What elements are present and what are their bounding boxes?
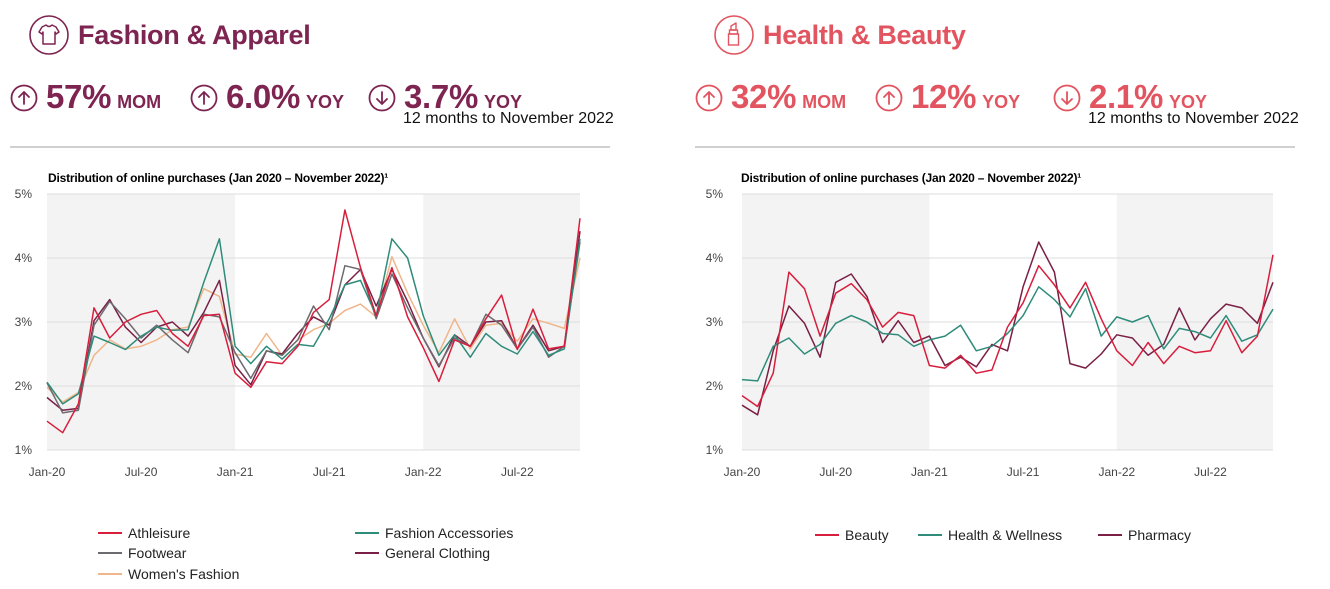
lipstick-icon xyxy=(714,15,754,55)
legend-swatch xyxy=(815,534,839,536)
series-line-women-s-fashion xyxy=(46,255,581,403)
y-tick-label: 2% xyxy=(706,379,724,393)
kpi-unit: YOY xyxy=(306,92,345,112)
arrow-up-circle-icon xyxy=(10,84,38,112)
series-line-beauty xyxy=(741,254,1274,408)
legend-swatch xyxy=(98,532,122,534)
y-tick-label: 1% xyxy=(15,443,33,457)
legend-item: Pharmacy xyxy=(1098,527,1191,543)
kpi-yoy: 12% YOY xyxy=(875,78,1020,116)
period-note: 12 months to November 2022 xyxy=(1088,110,1299,127)
divider xyxy=(10,146,610,148)
kpi-unit: YOY xyxy=(484,92,523,112)
kpi-value: 57% xyxy=(46,78,112,115)
arrow-down-circle-icon xyxy=(1053,84,1081,112)
line-chart: 1% 2% 3% 4% 5% Jan-20 Jul-20 Jan-21 Jul-21 Jan-22… xyxy=(15,187,581,479)
legend-label: General Clothing xyxy=(385,545,491,561)
fashion-apparel-panel: Fashion & Apparel 57% MOM 6.0% YOY 3.7% … xyxy=(0,0,660,589)
kpi-value: 6.0% xyxy=(226,78,301,115)
kpi-yoy-12m: 3.7% YOY xyxy=(368,78,522,116)
legend-label: Fashion Accessories xyxy=(385,525,514,541)
arrow-down-circle-icon xyxy=(368,84,396,112)
legend-swatch xyxy=(355,532,379,534)
y-tick-label: 5% xyxy=(15,187,33,201)
kpi-yoy-12m: 2.1% YOY xyxy=(1053,78,1207,116)
kpi-row: 32% MOM 12% YOY 2.1% YOY xyxy=(695,78,1330,138)
legend-label: Health & Wellness xyxy=(948,527,1063,543)
panel-title: Health & Beauty xyxy=(763,19,966,50)
legend-label: Athleisure xyxy=(128,525,191,541)
line-chart: 1% 2% 3% 4% 5% Jan-20 Jul-20 Jan-21 Jul-21 Jan-22… xyxy=(706,187,1274,479)
y-tick-label: 5% xyxy=(706,187,724,201)
kpi-unit: MOM xyxy=(117,92,162,112)
period-note: 12 months to November 2022 xyxy=(403,110,614,127)
kpi-mom: 32% MOM xyxy=(695,78,846,116)
legend-item: Beauty xyxy=(815,527,889,543)
kpi-value: 2.1% xyxy=(1089,78,1164,115)
legend-item: Women's Fashion xyxy=(98,566,239,582)
legend-swatch xyxy=(98,573,122,575)
kpi-unit: YOY xyxy=(982,92,1021,112)
chart-title: Distribution of online purchases (Jan 20… xyxy=(741,171,1082,185)
arrow-up-circle-icon xyxy=(695,84,723,112)
legend-label: Women's Fashion xyxy=(128,566,240,582)
legend-item: Health & Wellness xyxy=(918,527,1062,543)
panel-title: Fashion & Apparel xyxy=(78,19,311,50)
series-line-athleisure xyxy=(46,209,581,434)
series-line-fashion-accessories xyxy=(46,238,581,405)
series-line-footwear xyxy=(46,241,581,414)
x-tick-label: Jul-22 xyxy=(501,465,534,479)
y-tick-label: 4% xyxy=(706,251,724,265)
x-tick-label: Jan-22 xyxy=(1098,465,1135,479)
legend-swatch xyxy=(1098,534,1122,536)
x-tick-label: Jan-21 xyxy=(217,465,254,479)
legend-label: Footwear xyxy=(128,545,187,561)
arrow-up-circle-icon xyxy=(190,84,218,112)
legend-item: Footwear xyxy=(98,545,186,561)
kpi-row: 57% MOM 6.0% YOY 3.7% YOY xyxy=(10,78,650,138)
kpi-unit: MOM xyxy=(802,92,847,112)
health-beauty-panel: Health & Beauty 32% MOM 12% YOY 2.1% YOY… xyxy=(685,0,1330,589)
panel-header: Health & Beauty xyxy=(713,14,966,56)
chart-title: Distribution of online purchases (Jan 20… xyxy=(48,171,389,185)
y-tick-label: 3% xyxy=(706,315,724,329)
legend-label: Pharmacy xyxy=(1128,527,1192,543)
series-line-general-clothing xyxy=(46,230,581,412)
x-tick-label: Jul-20 xyxy=(125,465,158,479)
legend-swatch xyxy=(355,552,379,554)
legend-item: Fashion Accessories xyxy=(355,525,513,541)
y-tick-label: 2% xyxy=(15,379,33,393)
series-line-health-wellness xyxy=(741,286,1274,382)
legend-item: Athleisure xyxy=(98,525,190,541)
x-tick-label: Jul-21 xyxy=(1007,465,1040,479)
kpi-mom: 57% MOM xyxy=(10,78,161,116)
legend-swatch xyxy=(918,534,942,536)
x-tick-label: Jan-20 xyxy=(29,465,66,479)
y-tick-label: 1% xyxy=(706,443,724,457)
arrow-up-circle-icon xyxy=(875,84,903,112)
legend-swatch xyxy=(98,552,122,554)
kpi-value: 12% xyxy=(911,78,977,115)
x-tick-label: Jan-21 xyxy=(911,465,948,479)
x-tick-label: Jul-22 xyxy=(1194,465,1227,479)
legend-item: General Clothing xyxy=(355,545,490,561)
y-tick-label: 4% xyxy=(15,251,33,265)
legend-label: Beauty xyxy=(845,527,889,543)
tshirt-icon xyxy=(29,15,69,55)
kpi-value: 32% xyxy=(731,78,797,115)
divider xyxy=(695,146,1295,148)
kpi-unit: YOY xyxy=(1169,92,1208,112)
y-tick-label: 3% xyxy=(15,315,33,329)
x-tick-label: Jul-20 xyxy=(819,465,852,479)
panel-header: Fashion & Apparel xyxy=(28,14,311,56)
x-tick-label: Jan-20 xyxy=(724,465,761,479)
kpi-yoy: 6.0% YOY xyxy=(190,78,344,116)
x-tick-label: Jul-21 xyxy=(313,465,346,479)
x-tick-label: Jan-22 xyxy=(405,465,442,479)
kpi-value: 3.7% xyxy=(404,78,479,115)
